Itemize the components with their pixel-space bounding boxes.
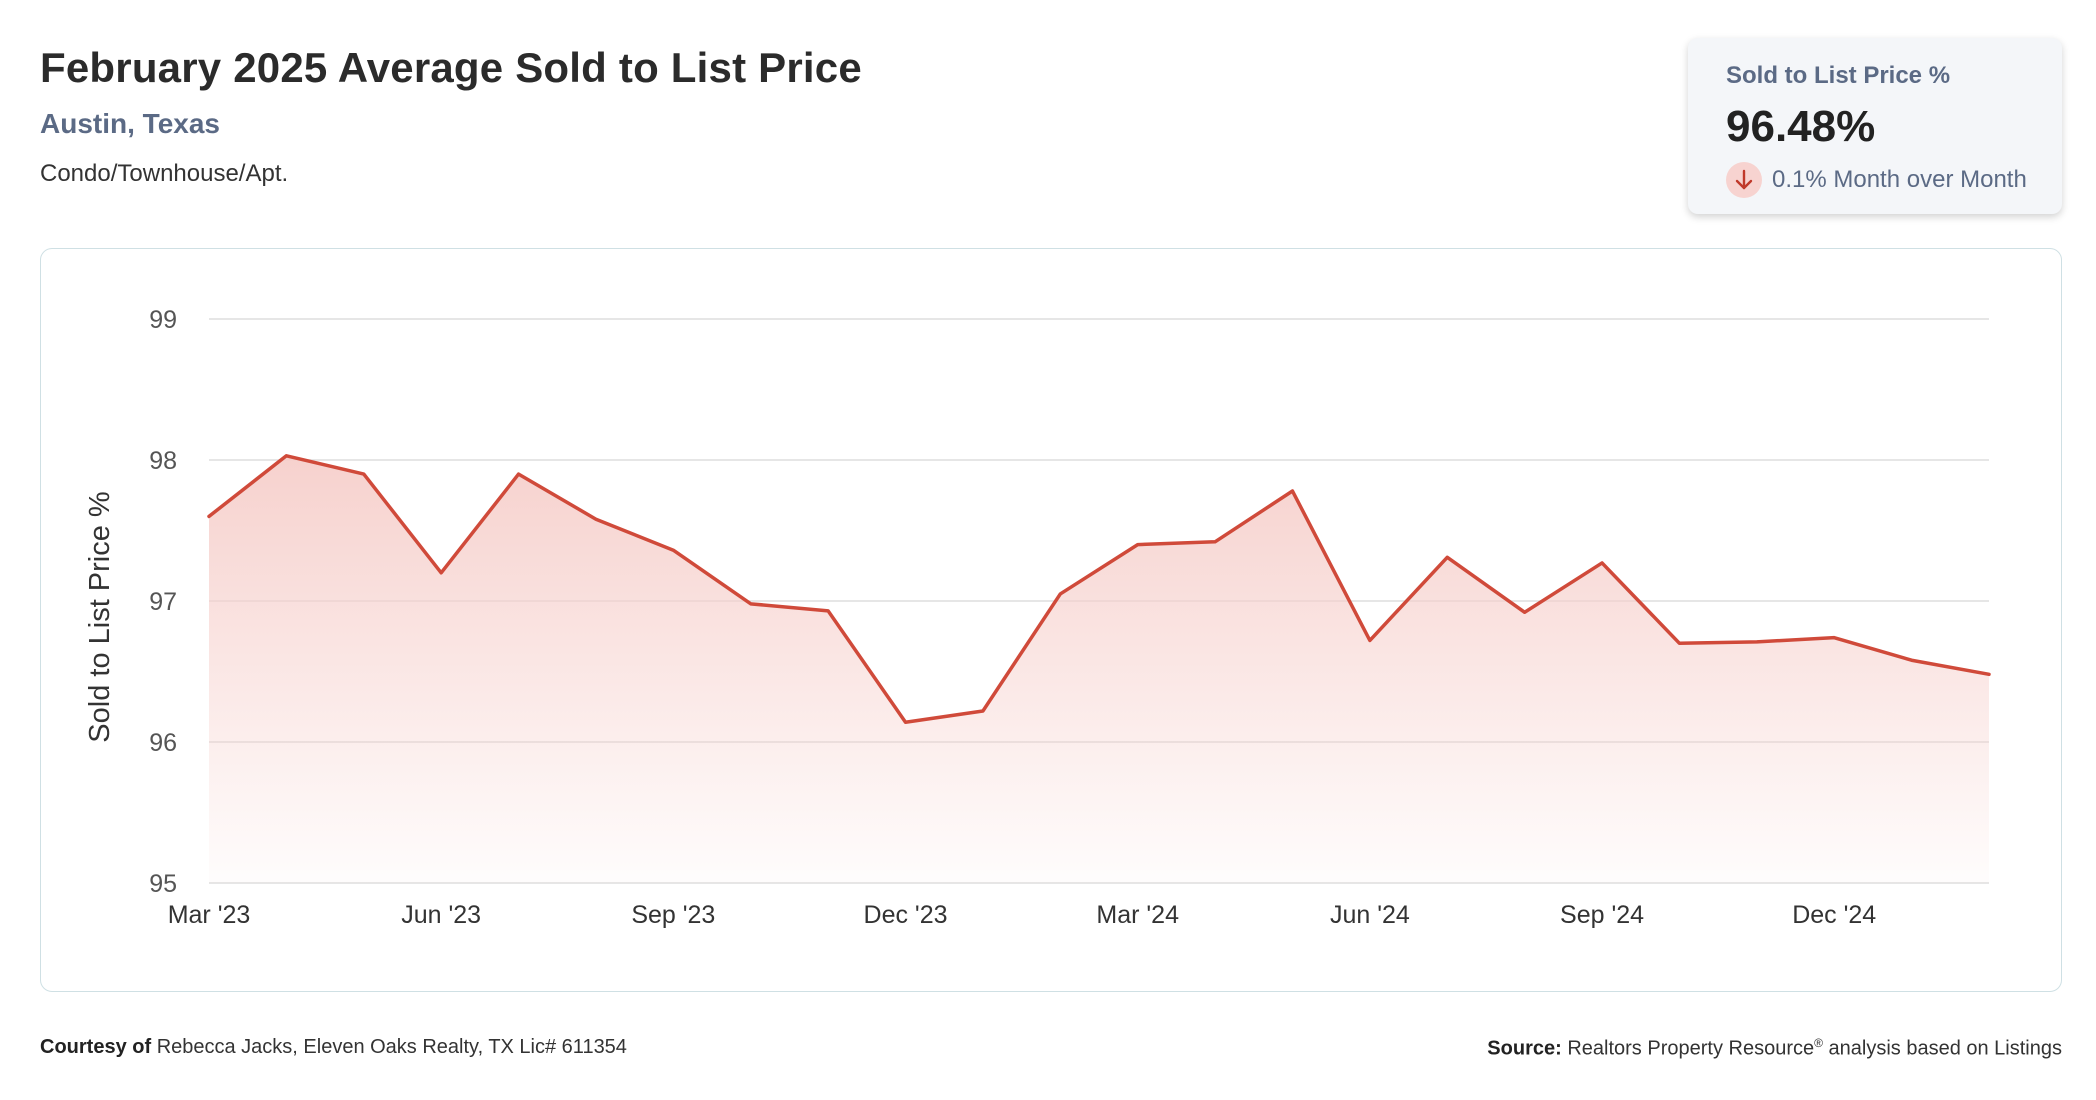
data-point (1057, 591, 1063, 597)
y-tick-label: 99 (149, 306, 177, 334)
data-point (1135, 542, 1141, 548)
stat-label: Sold to List Price % (1726, 62, 1951, 89)
chart-title: February 2025 Average Sold to List Price (40, 44, 862, 91)
location-subtitle: Austin, Texas (40, 108, 220, 139)
line-chart: 95 96 97 98 99 Mar '23 Jun '23 Sep '23 Dec '23 M… (84, 306, 1992, 929)
data-point (1831, 635, 1837, 641)
source-text: Realtors Property Resource (1567, 1037, 1815, 1060)
source-label: Source: (1487, 1037, 1562, 1060)
area-fill (209, 455, 1989, 883)
data-point (438, 570, 444, 576)
source-text-end: analysis based on Listings (1828, 1037, 2062, 1060)
data-point (516, 471, 522, 477)
data-point (1676, 640, 1682, 646)
x-tick-label: Dec '23 (864, 901, 948, 929)
data-point (748, 601, 754, 607)
y-tick-label: 98 (149, 447, 177, 475)
data-point (1444, 554, 1450, 560)
registered-mark: ® (1814, 1036, 1823, 1050)
x-tick-label: Jun '23 (401, 901, 481, 929)
data-point (1212, 539, 1218, 545)
data-point (283, 453, 289, 459)
chart-container: 95 96 97 98 99 Mar '23 Jun '23 Sep '23 Dec '23 M… (40, 248, 2062, 992)
stat-value: 96.48% (1726, 102, 1876, 151)
data-point (1986, 671, 1992, 677)
stat-change-text: 0.1% Month over Month (1772, 166, 2027, 193)
y-tick-label: 97 (149, 588, 177, 616)
data-point (1522, 609, 1528, 615)
courtesy-label: Courtesy of (40, 1036, 152, 1058)
series-line (207, 454, 1991, 725)
x-tick-label: Dec '24 (1792, 901, 1876, 929)
data-point (1599, 560, 1605, 566)
arrow-down-icon (1726, 162, 1762, 198)
x-tick-label: Mar '23 (168, 901, 251, 929)
y-axis-label: Sold to List Price % (84, 491, 116, 742)
data-point (1289, 488, 1295, 494)
stat-change: 0.1% Month over Month (1726, 162, 2027, 198)
data-point (825, 608, 831, 614)
courtesy-text: Rebecca Jacks, Eleven Oaks Realty, TX Li… (156, 1036, 627, 1058)
data-point (670, 547, 676, 553)
data-point (593, 516, 599, 522)
data-point (1367, 637, 1373, 643)
data-point (361, 471, 367, 477)
data-point (980, 708, 986, 714)
stat-card: Sold to List Price % 96.48% 0.1% Month o… (1688, 38, 2062, 214)
x-tick-label: Jun '24 (1330, 901, 1410, 929)
data-point (903, 719, 909, 725)
data-point (1909, 657, 1915, 663)
x-tick-label: Mar '24 (1096, 901, 1179, 929)
y-tick-label: 95 (149, 870, 177, 898)
source-footer: Source: Realtors Property Resource® anal… (1487, 1036, 2062, 1061)
data-point (206, 513, 212, 519)
data-point (1754, 639, 1760, 645)
courtesy-footer: Courtesy of Rebecca Jacks, Eleven Oaks R… (40, 1036, 627, 1059)
property-type-label: Condo/Townhouse/Apt. (40, 160, 289, 187)
x-tick-label: Sep '23 (631, 901, 715, 929)
x-tick-label: Sep '24 (1560, 901, 1644, 929)
y-tick-label: 96 (149, 729, 177, 757)
